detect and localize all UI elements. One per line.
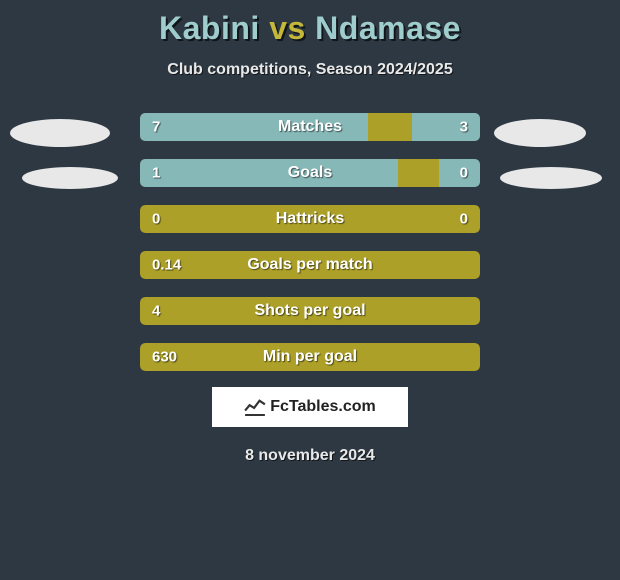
avatar-placeholder — [494, 119, 586, 147]
stat-row: 0.14Goals per match — [140, 251, 480, 279]
stat-row: 4Shots per goal — [140, 297, 480, 325]
logo-text: FcTables.com — [270, 398, 376, 416]
stat-row: 10Goals — [140, 159, 480, 187]
logo-icon — [244, 398, 266, 416]
row-label: Matches — [140, 118, 480, 136]
footer-date: 8 november 2024 — [0, 447, 620, 465]
row-label: Min per goal — [140, 348, 480, 366]
title-player1: Kabini — [159, 10, 260, 46]
avatar-placeholder — [22, 167, 118, 189]
title-vs: vs — [269, 10, 306, 46]
row-label: Goals per match — [140, 256, 480, 274]
avatar-placeholder — [10, 119, 110, 147]
row-label: Goals — [140, 164, 480, 182]
subtitle: Club competitions, Season 2024/2025 — [0, 61, 620, 79]
row-label: Shots per goal — [140, 302, 480, 320]
chart-area: 73Matches 10Goals 00Hattricks 0.14Goals per… — [0, 113, 620, 373]
logo-box[interactable]: FcTables.com — [212, 387, 408, 427]
avatar-placeholder — [500, 167, 602, 189]
stat-rows: 73Matches 10Goals 00Hattricks 0.14Goals per… — [140, 113, 480, 389]
title-player2: Ndamase — [315, 10, 461, 46]
stat-row: 73Matches — [140, 113, 480, 141]
stat-row: 00Hattricks — [140, 205, 480, 233]
stat-row: 630Min per goal — [140, 343, 480, 371]
page-title: Kabini vs Ndamase — [0, 0, 620, 47]
row-label: Hattricks — [140, 210, 480, 228]
